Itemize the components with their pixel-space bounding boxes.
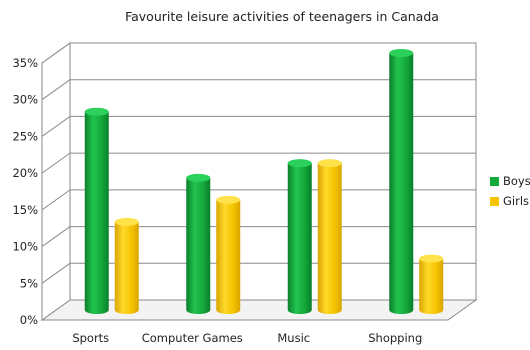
bar-body bbox=[389, 53, 414, 314]
bar-body bbox=[317, 163, 342, 314]
x-tick-label: Computer Games bbox=[142, 331, 243, 345]
legend-swatch-girls bbox=[490, 197, 499, 206]
y-tick-label: 15% bbox=[12, 203, 38, 217]
y-tick-label: 20% bbox=[12, 166, 38, 180]
x-tick-label: Sports bbox=[72, 331, 109, 345]
grid-line-diagonal bbox=[41, 42, 71, 64]
grid-line-diagonal bbox=[41, 189, 71, 211]
bar-top bbox=[186, 173, 211, 182]
bar-girls-music bbox=[317, 159, 342, 314]
grid-line-diagonal bbox=[41, 79, 71, 101]
legend: Boys Girls bbox=[490, 174, 530, 208]
bar-boys-sports bbox=[84, 107, 109, 314]
bar-girls-sports bbox=[114, 217, 139, 314]
bar-boys-music bbox=[287, 159, 312, 314]
bar-body bbox=[287, 163, 312, 314]
y-axis-ticks: 0% 5% 10% 15% 20% 25% 30% 35% bbox=[12, 56, 38, 327]
legend-label-boys: Boys bbox=[503, 174, 530, 188]
bar-top bbox=[419, 254, 444, 263]
legend-swatch-boys bbox=[490, 177, 499, 186]
grid-line-diagonal bbox=[41, 116, 71, 137]
bars bbox=[84, 49, 444, 314]
bar-body bbox=[114, 221, 139, 314]
grid-line-diagonal bbox=[41, 152, 71, 174]
bar-body bbox=[186, 177, 211, 314]
bar-body bbox=[84, 111, 109, 314]
x-axis-ticks: Sports Computer Games Music Shopping bbox=[72, 331, 422, 345]
chart-title: Favourite leisure activities of teenager… bbox=[125, 9, 439, 24]
bar-top bbox=[84, 107, 109, 116]
x-tick-label: Music bbox=[277, 331, 310, 345]
y-tick-label: 0% bbox=[20, 313, 38, 327]
x-tick-label: Shopping bbox=[368, 331, 422, 345]
y-tick-label: 5% bbox=[20, 276, 38, 290]
bar-girls-shopping bbox=[419, 254, 444, 314]
grid-line-diagonal bbox=[41, 226, 71, 247]
bar-top bbox=[216, 195, 241, 204]
bar-boys-shopping bbox=[389, 49, 414, 314]
legend-label-girls: Girls bbox=[503, 194, 529, 208]
bar-body bbox=[216, 199, 241, 314]
bar-top bbox=[114, 217, 139, 226]
y-tick-label: 25% bbox=[12, 129, 38, 143]
side-wall bbox=[41, 42, 71, 321]
bar-top bbox=[287, 159, 312, 168]
y-tick-label: 10% bbox=[12, 240, 38, 254]
grid-line-diagonal bbox=[41, 262, 71, 284]
y-tick-label: 35% bbox=[12, 56, 38, 70]
bar-top bbox=[389, 49, 414, 57]
bar-boys-computer-games bbox=[186, 173, 211, 314]
y-tick-label: 30% bbox=[12, 93, 38, 107]
bar-body bbox=[419, 258, 444, 314]
bar-girls-computer-games bbox=[216, 195, 241, 314]
bar-top bbox=[317, 159, 342, 168]
